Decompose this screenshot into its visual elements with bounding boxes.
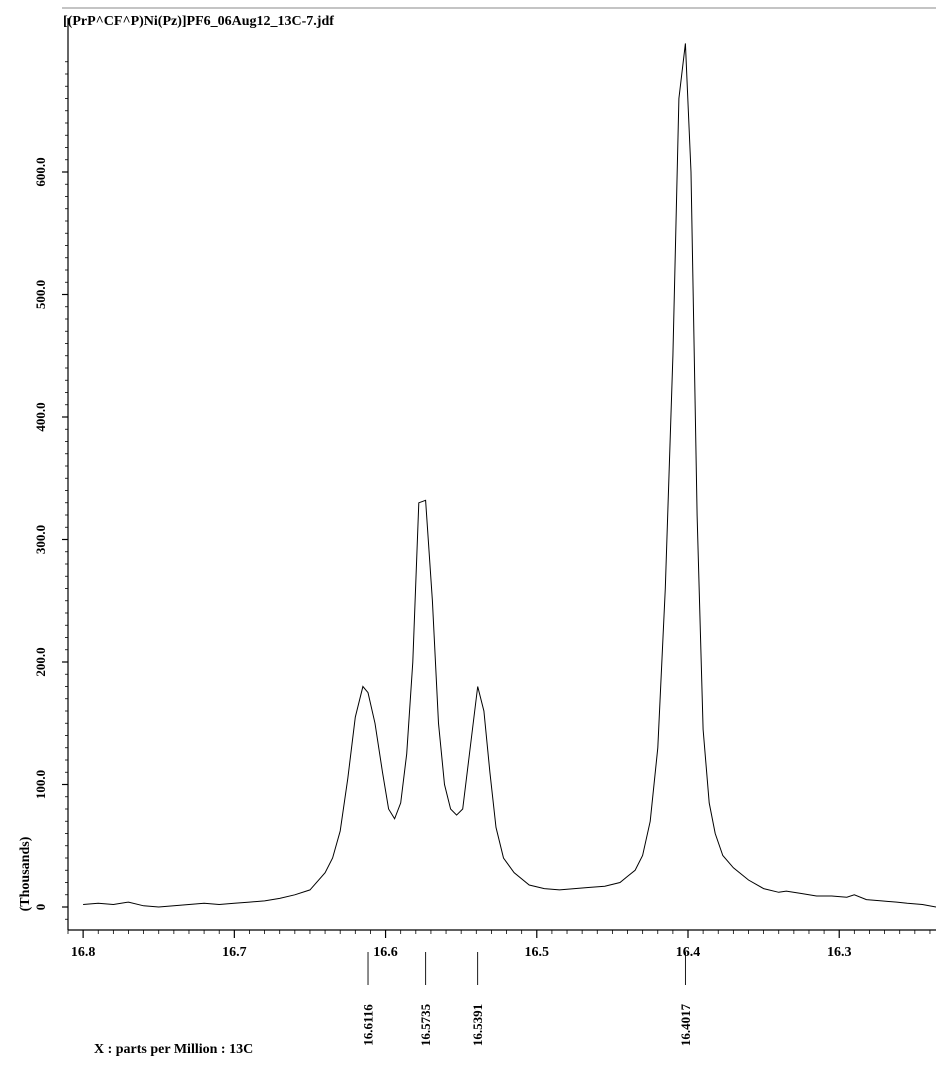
x-tick-label-4: 16.4 (676, 945, 701, 960)
x-tick-label-5: 16.3 (827, 945, 852, 960)
y-axis-ticks: 0 100.0 200.0 300.0 400.0 500.0 600.0 (33, 61, 68, 920)
y-tick-label-1: 100.0 (33, 770, 48, 799)
y-tick-label-3: 300.0 (33, 525, 48, 554)
x-axis-label: X : parts per Million : 13C (94, 1042, 254, 1057)
x-tick-label-2: 16.6 (373, 945, 398, 960)
x-tick-label-0: 16.8 (71, 945, 96, 960)
y-tick-label-0: 0 (33, 904, 48, 911)
peak-markers: 16.6116 16.5735 16.5391 16.4017 (361, 952, 693, 1046)
x-tick-label-1: 16.7 (222, 945, 247, 960)
peak-label-2: 16.5391 (470, 1004, 485, 1046)
y-tick-label-4: 400.0 (33, 402, 48, 431)
peak-label-3: 16.4017 (678, 1003, 693, 1046)
x-tick-label-3: 16.5 (525, 945, 550, 960)
y-tick-label-6: 600.0 (33, 157, 48, 186)
y-axis-unit-text: (Thousands) (18, 836, 33, 912)
y-axis-unit-label: (Thousands) (16, 824, 36, 924)
y-tick-label-2: 200.0 (33, 647, 48, 676)
spectrum-series-line (83, 43, 936, 908)
y-tick-label-5: 500.0 (33, 280, 48, 309)
spectrum-file-title: [(PrP^CF^P)Ni(Pz)]PF6_06Aug12_13C-7.jdf (63, 14, 334, 29)
peak-label-0: 16.6116 (361, 1004, 376, 1046)
peak-label-1: 16.5735 (418, 1003, 433, 1046)
x-axis-ticks: 16.8 16.7 16.6 16.5 16.4 16.3 (67, 930, 931, 960)
